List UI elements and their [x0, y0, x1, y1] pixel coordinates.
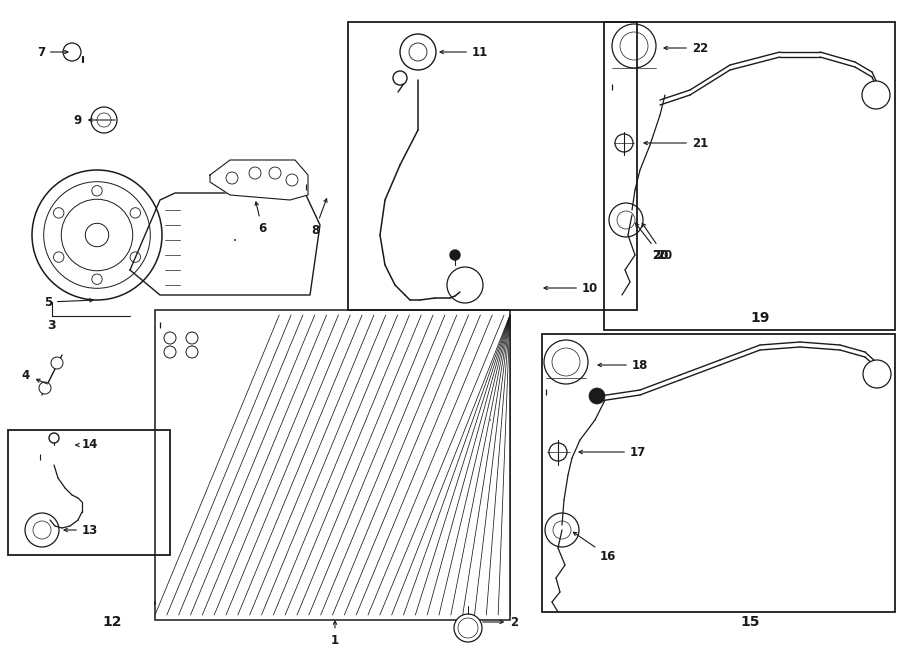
Circle shape — [863, 360, 891, 388]
Bar — [8, 430, 170, 555]
Text: 21: 21 — [644, 137, 708, 149]
Text: 13: 13 — [64, 524, 98, 537]
Text: 20: 20 — [652, 249, 668, 262]
Text: 20: 20 — [643, 223, 672, 262]
Circle shape — [92, 274, 103, 284]
Text: 4: 4 — [22, 368, 48, 384]
Circle shape — [617, 211, 635, 229]
Circle shape — [286, 174, 298, 186]
Circle shape — [49, 433, 59, 443]
Text: 6: 6 — [255, 202, 266, 235]
Circle shape — [186, 332, 198, 344]
Text: 14: 14 — [76, 438, 98, 451]
Text: 5: 5 — [44, 295, 93, 309]
Circle shape — [226, 172, 238, 184]
Circle shape — [130, 252, 140, 262]
Text: 18: 18 — [598, 358, 648, 371]
Circle shape — [33, 521, 51, 539]
Circle shape — [92, 186, 103, 196]
Circle shape — [164, 332, 176, 344]
Circle shape — [553, 521, 571, 539]
Circle shape — [53, 252, 64, 262]
Circle shape — [51, 357, 63, 369]
Circle shape — [39, 382, 51, 394]
Text: 22: 22 — [664, 42, 708, 54]
Circle shape — [450, 250, 460, 260]
Text: 12: 12 — [103, 615, 122, 629]
Circle shape — [589, 388, 605, 404]
Text: 2: 2 — [482, 615, 518, 629]
Circle shape — [249, 167, 261, 179]
Bar — [542, 334, 895, 612]
Circle shape — [97, 113, 111, 127]
Circle shape — [130, 208, 140, 218]
Text: 17: 17 — [579, 446, 646, 459]
Polygon shape — [210, 160, 308, 200]
Circle shape — [53, 208, 64, 218]
Circle shape — [269, 167, 281, 179]
Circle shape — [86, 223, 109, 247]
Text: 20: 20 — [635, 223, 668, 262]
Circle shape — [409, 43, 427, 61]
Circle shape — [549, 443, 567, 461]
Bar — [604, 22, 895, 330]
Circle shape — [393, 71, 407, 85]
Circle shape — [63, 43, 81, 61]
Circle shape — [862, 81, 890, 109]
Text: 7: 7 — [37, 46, 68, 59]
Text: 3: 3 — [48, 319, 57, 332]
Text: 15: 15 — [740, 615, 760, 629]
Circle shape — [615, 134, 633, 152]
Bar — [155, 310, 510, 620]
Text: 10: 10 — [544, 282, 599, 295]
Text: 8: 8 — [310, 199, 327, 237]
Circle shape — [454, 614, 482, 642]
Text: 1: 1 — [331, 621, 339, 646]
Text: 16: 16 — [573, 532, 616, 563]
Circle shape — [186, 346, 198, 358]
Bar — [348, 22, 637, 310]
Text: 19: 19 — [751, 311, 770, 325]
Text: 9: 9 — [74, 114, 115, 126]
Polygon shape — [130, 193, 320, 295]
Text: 11: 11 — [440, 46, 488, 59]
Circle shape — [164, 346, 176, 358]
